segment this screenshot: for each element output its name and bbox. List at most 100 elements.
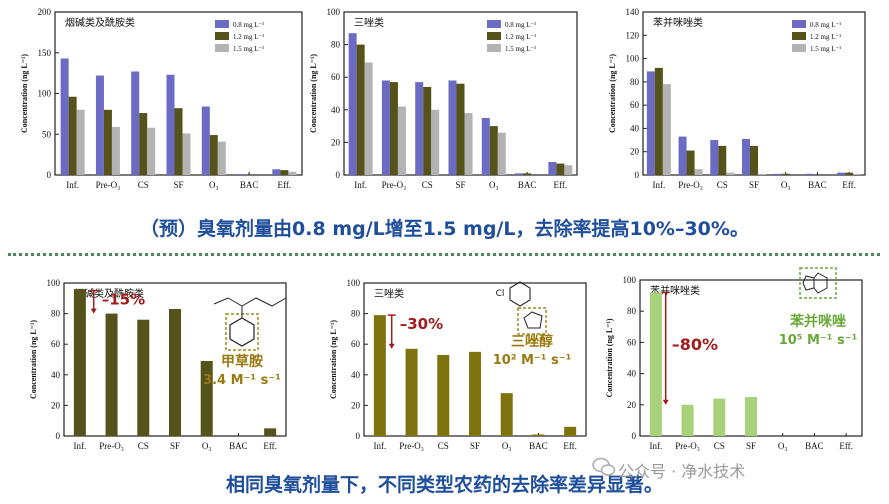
y-tick-label: 0	[47, 170, 52, 180]
triazole-ring	[523, 311, 543, 329]
x-tick-label: O₃	[202, 441, 212, 451]
y-axis-label: Concentration (ng L⁻¹)	[605, 318, 614, 397]
legend-label: 1.2 mg L⁻¹	[810, 33, 841, 41]
bar	[497, 132, 506, 175]
y-tick-label: 150	[38, 48, 52, 58]
bar	[68, 96, 77, 175]
x-tick-label: SF	[455, 180, 465, 190]
y-tick-label: 80	[630, 77, 640, 87]
legend-swatch	[487, 32, 501, 40]
bar	[686, 150, 695, 175]
chloro-label: Cl	[496, 289, 505, 299]
rate-constant: 10² M⁻¹ s⁻¹	[493, 353, 572, 368]
bar	[139, 113, 148, 175]
y-tick-label: 100	[38, 89, 52, 99]
x-tick-label: Eff.	[263, 441, 277, 451]
highlight-box	[517, 307, 547, 335]
legend-swatch	[487, 44, 501, 52]
x-tick-label: CS	[438, 441, 449, 451]
x-tick-label: BAC	[529, 441, 548, 451]
y-tick-label: 20	[351, 400, 361, 410]
bar	[662, 84, 671, 175]
chart-title: 三唑类	[354, 16, 384, 29]
bar	[373, 315, 386, 436]
bar	[556, 163, 565, 175]
bar	[73, 289, 86, 436]
x-tick-label: CS	[422, 180, 433, 190]
bar	[750, 145, 758, 175]
bar	[853, 173, 862, 175]
x-tick-label: Pre-O₃	[678, 180, 703, 190]
bar	[437, 354, 450, 436]
bar	[166, 74, 175, 175]
legend-swatch	[792, 44, 806, 52]
y-tick-label: 100	[347, 278, 361, 288]
y-tick-label: 80	[627, 306, 637, 316]
legend-label: 0.8 mg L⁻¹	[810, 21, 841, 29]
y-tick-label: 0	[56, 431, 61, 441]
y-axis-label: Concentration (ng L⁻¹)	[29, 320, 38, 399]
x-tick-label: Eff.	[842, 180, 856, 190]
bar	[264, 428, 277, 436]
y-tick-label: 40	[627, 369, 637, 379]
chart-title: 苯并咪唑类	[650, 284, 700, 297]
x-tick-label: BAC	[808, 180, 827, 190]
y-tick-label: 0	[356, 431, 361, 441]
y-tick-label: 140	[626, 7, 640, 17]
x-tick-label: Inf.	[66, 180, 79, 190]
y-tick-label: 80	[331, 40, 341, 50]
x-tick-label: Eff.	[554, 180, 568, 190]
y-tick-label: 200	[38, 7, 52, 17]
side-chain-2	[213, 297, 243, 307]
side-chain	[241, 297, 287, 318]
x-tick-label: CS	[714, 441, 725, 451]
y-tick-label: 100	[626, 54, 640, 64]
bar	[773, 173, 782, 175]
y-tick-label: 20	[630, 147, 640, 157]
y-tick-label: 20	[627, 400, 637, 410]
legend-swatch	[215, 20, 229, 28]
bar	[405, 348, 418, 436]
benzo-ring	[813, 272, 828, 294]
bar	[169, 309, 181, 436]
bar	[105, 313, 118, 436]
y-tick-label: 0	[632, 431, 637, 441]
arrow-head	[90, 308, 97, 314]
x-tick-label: O₃	[209, 180, 219, 190]
phenyl-ring	[509, 281, 531, 307]
x-tick-label: SF	[749, 180, 759, 190]
legend-label: 0.8 mg L⁻¹	[505, 21, 536, 29]
reduction-label: –30%	[400, 315, 443, 333]
x-tick-label: Inf.	[652, 180, 665, 190]
x-tick-label: Eff.	[278, 180, 292, 190]
bar	[60, 58, 69, 175]
legend-label: 0.8 mg L⁻¹	[233, 21, 264, 29]
watermark: 公众号 · 净水技术	[618, 462, 746, 481]
bar	[681, 404, 694, 436]
bar	[745, 397, 757, 436]
y-tick-label: 60	[630, 100, 640, 110]
y-axis-label: Concentration (ng L⁻¹)	[608, 54, 617, 133]
bar	[389, 82, 398, 175]
legend-label: 1.5 mg L⁻¹	[233, 45, 264, 53]
x-tick-label: O₃	[502, 441, 512, 451]
x-tick-label: O₃	[778, 441, 788, 451]
bar	[456, 83, 465, 175]
bar	[646, 71, 655, 175]
y-tick-label: 100	[327, 7, 341, 17]
legend-swatch	[215, 44, 229, 52]
bar	[649, 292, 662, 436]
section-divider	[8, 253, 880, 256]
y-tick-label: 100	[47, 278, 61, 288]
bar	[431, 109, 440, 175]
bar	[523, 173, 532, 175]
bar	[288, 171, 297, 175]
bar	[397, 106, 406, 175]
bar	[469, 351, 481, 436]
bar	[201, 106, 210, 175]
bar	[237, 174, 246, 175]
bar	[111, 126, 120, 175]
legend-label: 1.2 mg L⁻¹	[233, 33, 264, 41]
bar	[564, 426, 577, 436]
